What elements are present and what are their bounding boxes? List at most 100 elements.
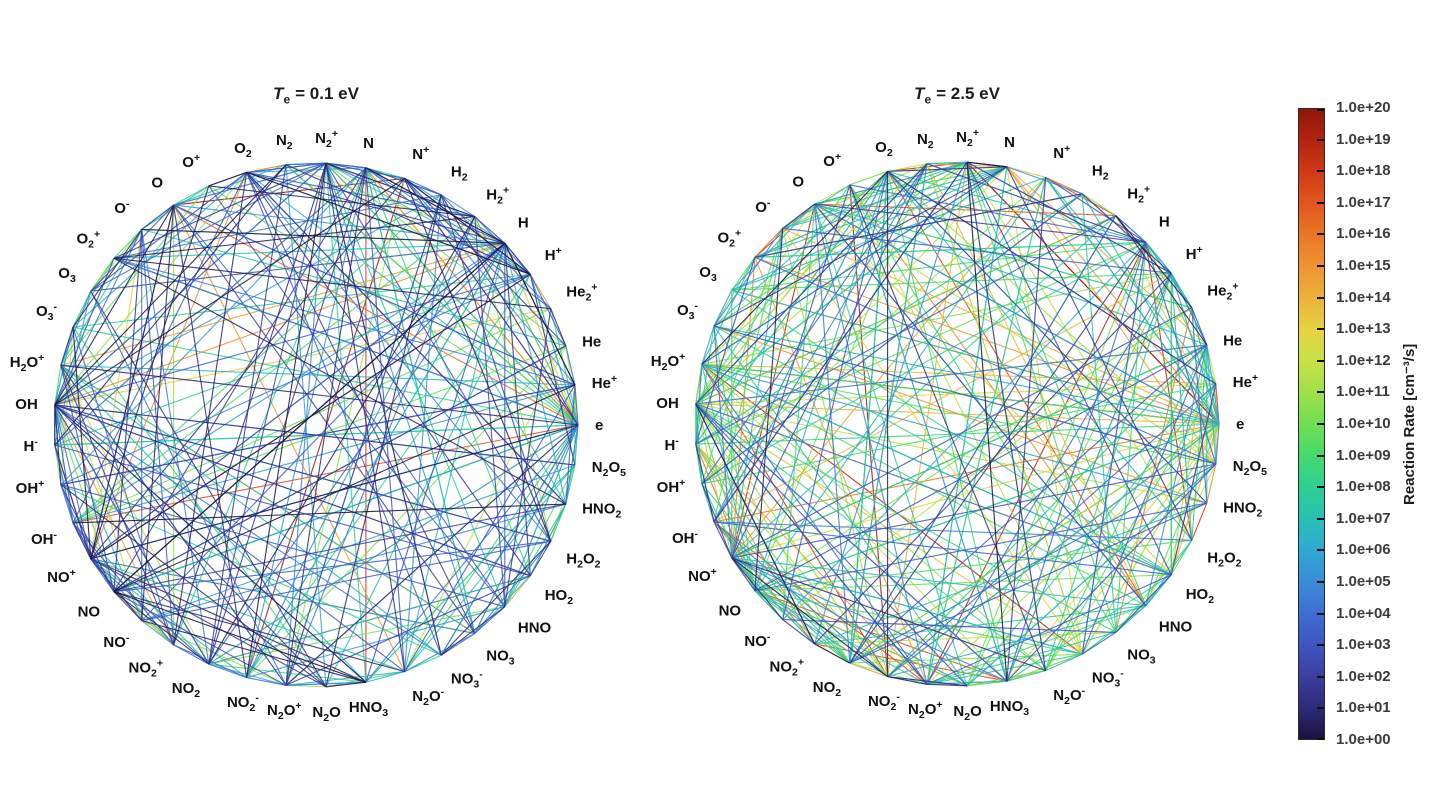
- species-label: N2: [917, 131, 934, 151]
- title-value: = 2.5 eV: [936, 84, 1000, 103]
- reaction-chord: [60, 484, 115, 592]
- species-label: H2: [1092, 163, 1109, 183]
- reaction-chord: [695, 443, 889, 677]
- reaction-chord: [54, 273, 531, 406]
- reaction-chord: [141, 205, 175, 621]
- reaction-chord: [404, 464, 576, 672]
- reaction-chord: [60, 167, 367, 486]
- reaction-chord: [54, 404, 367, 683]
- reaction-chord: [701, 363, 1147, 607]
- reaction-chord: [246, 162, 327, 173]
- colorbar-tick-label: 1.0e+11: [1336, 383, 1390, 401]
- reaction-chord: [246, 172, 476, 634]
- reaction-chord: [731, 228, 784, 558]
- species-label: OH: [656, 395, 679, 412]
- colorbar-tick: [1317, 391, 1324, 394]
- reaction-chord: [72, 216, 476, 524]
- species-label: N2O+: [908, 699, 943, 721]
- reaction-chord: [713, 326, 733, 558]
- species-label: O+: [182, 152, 200, 171]
- reaction-chord: [814, 166, 1008, 205]
- reaction-chord: [90, 204, 175, 560]
- colorbar-tick-label: 1.0e+06: [1336, 541, 1391, 559]
- species-label: e: [1236, 416, 1244, 433]
- species-label: O2: [875, 139, 893, 159]
- reaction-chord: [701, 171, 888, 365]
- reaction-chord: [54, 204, 175, 406]
- reaction-chord: [782, 203, 815, 229]
- reaction-chord: [208, 185, 506, 608]
- reaction-chord: [173, 204, 576, 386]
- reaction-chord: [1115, 215, 1147, 243]
- reaction-chord: [60, 326, 74, 366]
- reaction-chord: [849, 423, 1220, 664]
- reaction-chord: [1006, 273, 1172, 682]
- reaction-chord: [246, 171, 505, 244]
- species-label: NO2: [813, 679, 842, 699]
- species-label: O-: [114, 198, 130, 217]
- reaction-chord: [701, 363, 928, 685]
- reaction-chord: [113, 216, 475, 259]
- species-label: N+: [412, 144, 429, 163]
- reaction-chord: [713, 166, 1008, 327]
- reaction-chord: [695, 403, 703, 484]
- colorbar-tick: [1317, 201, 1324, 204]
- reaction-chord: [113, 257, 579, 426]
- reaction-chord: [701, 363, 1172, 576]
- reaction-chord: [966, 242, 1147, 687]
- reaction-chord: [695, 215, 1117, 405]
- reaction-chord: [504, 243, 576, 386]
- reaction-chord: [814, 203, 1147, 607]
- diagram-Te-2.5eV: e He+ He He2+H+ H H2+ H2 N+ N N2+ N2 O2 O+ O O- O2+O3O3…: [651, 127, 1267, 723]
- colorbar-tick-label: 1.0e+00: [1336, 731, 1391, 748]
- reaction-chord: [814, 203, 968, 686]
- reaction-chord: [849, 171, 889, 664]
- reaction-chord: [529, 541, 552, 576]
- reaction-chord: [60, 484, 74, 524]
- reaction-chord: [440, 540, 552, 656]
- reaction-chord: [966, 161, 1193, 541]
- reaction-chord: [1191, 307, 1220, 425]
- reaction-chord: [113, 591, 405, 673]
- reaction-chord: [325, 194, 442, 687]
- reaction-chord: [246, 171, 531, 275]
- reaction-chord: [849, 163, 928, 664]
- reaction-chord: [782, 619, 1116, 633]
- reaction-chord: [325, 162, 567, 347]
- reaction-chord: [325, 274, 531, 688]
- species-label: H2: [451, 164, 468, 184]
- reaction-chord: [246, 273, 531, 678]
- reaction-chord: [695, 403, 816, 645]
- reaction-chord: [54, 273, 531, 446]
- reaction-chord: [695, 403, 889, 677]
- reaction-chord: [701, 241, 1147, 485]
- reaction-chord: [60, 364, 579, 426]
- reaction-chord: [72, 522, 92, 560]
- colorbar-tick: [1317, 328, 1324, 331]
- reaction-chord: [72, 326, 175, 646]
- species-label: HNO3: [990, 698, 1029, 718]
- colorbar: 1.0e+20 1.0e+19 1.0e+18 1.0e+17 1.0e+16 1.0e+…: [1298, 100, 1440, 748]
- reaction-chord: [325, 163, 406, 672]
- reaction-chord: [246, 172, 531, 577]
- center-gap: [950, 417, 964, 431]
- reaction-chord: [72, 273, 531, 328]
- reaction-chord: [695, 403, 1172, 576]
- reaction-chord: [529, 503, 567, 576]
- reaction-chord: [365, 167, 579, 426]
- reaction-chord: [782, 228, 889, 677]
- species-label: N2O: [312, 704, 341, 724]
- reaction-chord: [966, 162, 1117, 633]
- reaction-chord: [713, 325, 968, 687]
- reaction-chord: [404, 178, 576, 386]
- species-label: H2O2: [566, 551, 600, 571]
- species-label: NO2+: [770, 657, 804, 679]
- reaction-chord: [173, 204, 505, 244]
- colorbar-tick-label: 1.0e+04: [1336, 604, 1391, 622]
- reaction-chord: [695, 215, 1117, 445]
- reaction-chord: [141, 503, 566, 622]
- reaction-chord: [1006, 166, 1083, 655]
- reaction-chord: [550, 308, 567, 347]
- reaction-chord: [325, 162, 506, 244]
- colorbar-tick: [1317, 707, 1324, 710]
